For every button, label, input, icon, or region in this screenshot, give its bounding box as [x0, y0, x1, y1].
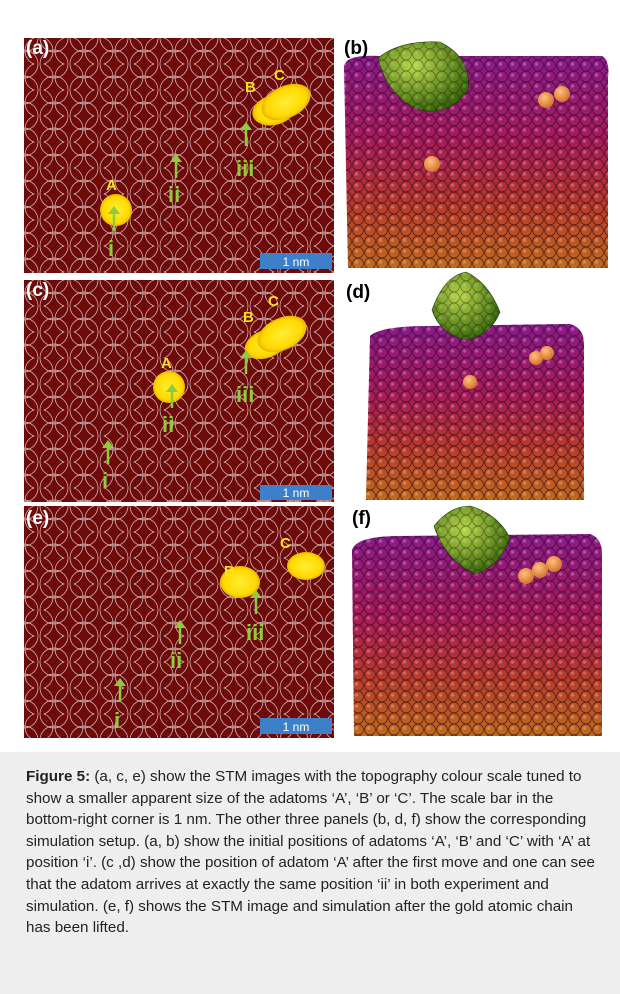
scalebar	[260, 253, 332, 269]
adatom-c	[287, 552, 325, 580]
adatom-a	[463, 375, 477, 389]
label-adatom-c: C	[280, 535, 291, 552]
label-pos-i: i	[108, 236, 114, 261]
label-adatom-b: B	[243, 309, 254, 326]
scalebar-label: 1 nm	[283, 486, 310, 500]
panel-label-d: (d)	[346, 282, 371, 303]
sim-panel-b	[340, 38, 612, 273]
panel-label-e: (e)	[26, 508, 50, 529]
adatom-a	[424, 156, 440, 172]
label-pos-ii: ii	[162, 412, 174, 437]
label-pos-i: i	[102, 468, 108, 493]
adatom-c	[554, 86, 570, 102]
scalebar-label: 1 nm	[283, 255, 310, 269]
caption-paragraph: Figure 5: (a, c, e) show the STM images …	[26, 766, 601, 939]
panel-label-c: (c)	[26, 280, 50, 301]
stm-panel-c: A B C i ii iii 1 nm	[24, 280, 334, 502]
caption-title: Figure 5:	[26, 768, 91, 785]
label-adatom-c: C	[274, 67, 285, 84]
panel-label-a: (a)	[26, 38, 50, 59]
sim-panel-d	[340, 270, 612, 502]
sim-panel-f	[340, 504, 612, 738]
scalebar	[260, 718, 332, 734]
figure-caption: Figure 5: (a, c, e) show the STM images …	[0, 752, 620, 994]
label-adatom-c: C	[268, 293, 279, 310]
label-adatom-b: B	[245, 79, 256, 96]
adatom-c	[540, 346, 554, 360]
label-pos-iii: iii	[246, 620, 264, 645]
label-pos-i: i	[114, 708, 120, 733]
scalebar-label: 1 nm	[283, 720, 310, 734]
label-pos-ii: ii	[170, 648, 182, 673]
label-pos-ii: ii	[168, 182, 180, 207]
stm-panel-e: B C i ii iii 1 nm	[24, 506, 334, 738]
label-adatom-b: B	[224, 563, 235, 580]
panel-label-b: (b)	[344, 38, 369, 59]
label-adatom-a: A	[161, 355, 172, 372]
stm-panel-a: A B C i ii iii 1 nm	[24, 38, 334, 273]
adatom-b	[220, 566, 260, 598]
adatom-b	[532, 562, 548, 578]
panel-label-f: (f)	[352, 508, 371, 529]
adatom-c	[546, 556, 562, 572]
label-adatom-a: A	[106, 177, 117, 194]
scalebar	[260, 485, 332, 500]
adatom-a	[153, 371, 185, 403]
adatom-c	[257, 315, 307, 353]
label-pos-iii: iii	[236, 156, 254, 181]
adatom-a	[518, 568, 534, 584]
figure-5: A B C i ii iii 1 nm (a)	[24, 38, 612, 738]
caption-text: (a, c, e) show the STM images with the t…	[26, 768, 595, 937]
adatom-c	[261, 83, 311, 121]
adatom-b	[538, 92, 554, 108]
label-pos-iii: iii	[236, 382, 254, 407]
adatom-b	[529, 351, 543, 365]
